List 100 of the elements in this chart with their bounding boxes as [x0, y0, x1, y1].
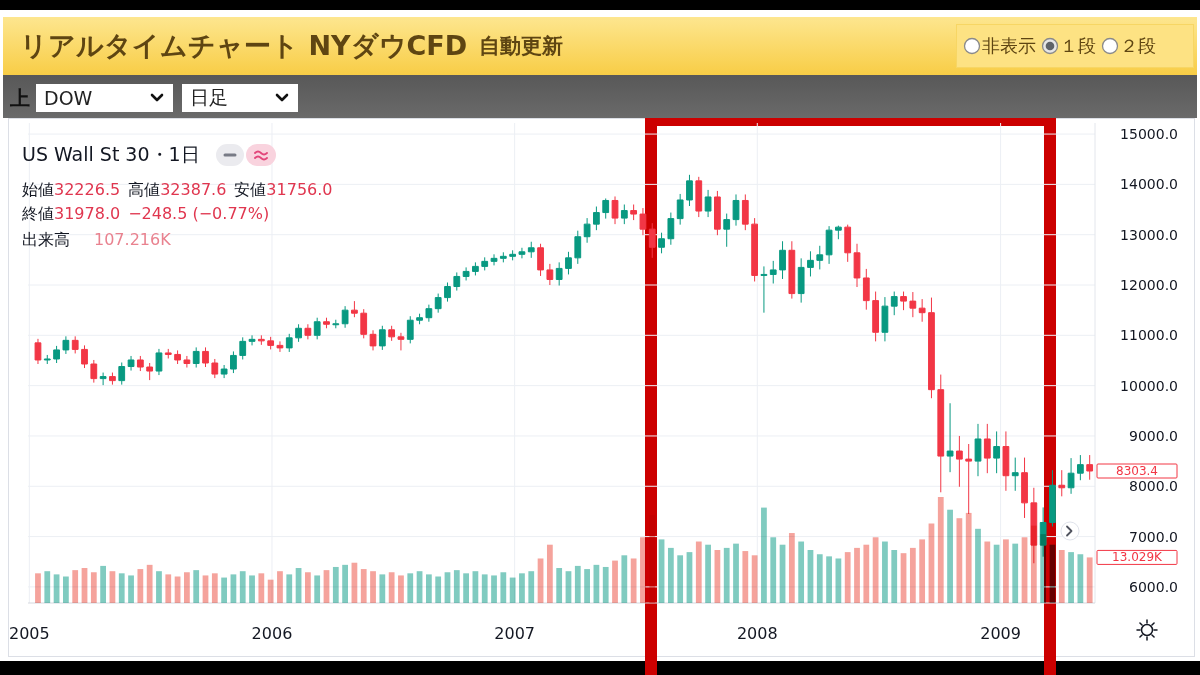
- annotation: 107.216K: [94, 230, 171, 249]
- candlestick: [928, 297, 935, 399]
- candlestick: [723, 213, 731, 248]
- bar: [695, 541, 702, 603]
- candlestick: [1058, 469, 1066, 497]
- candlestick: [71, 335, 79, 354]
- candlestick: [574, 230, 582, 265]
- bar: [305, 572, 311, 603]
- bar: [984, 541, 991, 603]
- candlestick: [499, 251, 507, 263]
- bar: [640, 537, 646, 603]
- bar: [128, 575, 134, 603]
- bar: [621, 555, 628, 603]
- text: 上: [10, 85, 30, 112]
- y-tick-label: 7000.0: [1129, 528, 1178, 545]
- candlestick: [620, 204, 628, 225]
- candlestick: [285, 333, 293, 353]
- bar: [956, 518, 963, 603]
- annotation: 安値: [234, 180, 267, 201]
- y-tick-label: 6000.0: [1129, 578, 1178, 595]
- y-tick-label: 10000.0: [1120, 377, 1178, 394]
- candlestick: [602, 197, 610, 220]
- text: ２段: [1120, 34, 1156, 58]
- bar: [407, 573, 414, 603]
- bar: [370, 571, 376, 603]
- bar: [1003, 539, 1009, 603]
- candlestick: [462, 266, 470, 281]
- bar: [816, 554, 823, 603]
- candlestick: [267, 336, 275, 350]
- candlestick: [881, 296, 889, 342]
- bar: [761, 507, 767, 603]
- chart-title: リアルタイムチャート NYダウCFD: [20, 29, 468, 63]
- bar: [574, 565, 581, 603]
- bar: [844, 552, 851, 603]
- candlestick: [583, 217, 591, 244]
- candlestick: [118, 362, 126, 386]
- bar: [491, 575, 497, 603]
- bar: [184, 572, 190, 603]
- candlestick: [974, 423, 982, 477]
- candlestick: [835, 225, 842, 240]
- bar: [509, 577, 516, 603]
- candlestick: [43, 354, 51, 365]
- bar: [146, 564, 153, 603]
- candlestick: [769, 260, 777, 284]
- candlestick: [406, 315, 414, 344]
- candlestick: [900, 291, 907, 311]
- candlestick: [425, 304, 433, 323]
- candlestick: [304, 323, 312, 340]
- candlestick: [816, 245, 824, 270]
- x-tick-label: 2005: [8, 623, 50, 643]
- candlestick: [109, 372, 116, 386]
- bar: [872, 537, 879, 603]
- y-tick-label: 9000.0: [1129, 427, 1178, 444]
- annotation: 高値: [128, 180, 161, 201]
- candlestick: [1076, 454, 1084, 481]
- candlestick: [714, 190, 721, 236]
- bar: [435, 576, 442, 603]
- y-tick-label: 13000.0: [1120, 226, 1178, 243]
- candlestick: [630, 204, 638, 221]
- candlestick: [667, 212, 675, 246]
- bar: [733, 543, 739, 603]
- candlestick: [127, 355, 135, 372]
- text: 13.029K: [1112, 550, 1164, 565]
- candlestick: [276, 340, 284, 353]
- bar: [584, 569, 590, 603]
- bar: [453, 570, 460, 603]
- bar: [249, 575, 255, 603]
- annotation: 始値: [22, 180, 54, 201]
- candlestick: [434, 293, 442, 314]
- candlestick: [34, 338, 42, 365]
- bar: [947, 509, 953, 603]
- bar: [165, 574, 172, 603]
- candlestick: [555, 261, 563, 287]
- bar: [137, 569, 144, 603]
- candlestick: [174, 349, 181, 365]
- bar: [463, 573, 469, 603]
- annotation: 32387.6: [160, 180, 227, 199]
- bar: [156, 571, 162, 603]
- bar: [528, 571, 535, 603]
- candlestick: [844, 224, 852, 263]
- candlestick: [648, 222, 656, 259]
- bar: [221, 577, 227, 603]
- candlestick: [360, 308, 368, 339]
- candlestick: [81, 344, 88, 369]
- bar: [751, 555, 758, 603]
- bar: [705, 544, 711, 603]
- candlestick: [62, 335, 70, 355]
- candlestick: [1021, 457, 1028, 519]
- bar: [1040, 534, 1047, 603]
- candlestick: [797, 257, 805, 304]
- candlestick: [388, 325, 396, 342]
- candlestick: [1002, 430, 1010, 492]
- candlestick: [248, 334, 256, 346]
- bar: [277, 571, 283, 603]
- candlestick: [779, 240, 786, 280]
- candlestick: [164, 348, 172, 359]
- bar: [919, 539, 926, 603]
- candlestick: [183, 355, 191, 369]
- candlestick: [751, 217, 759, 282]
- candlestick: [146, 362, 154, 381]
